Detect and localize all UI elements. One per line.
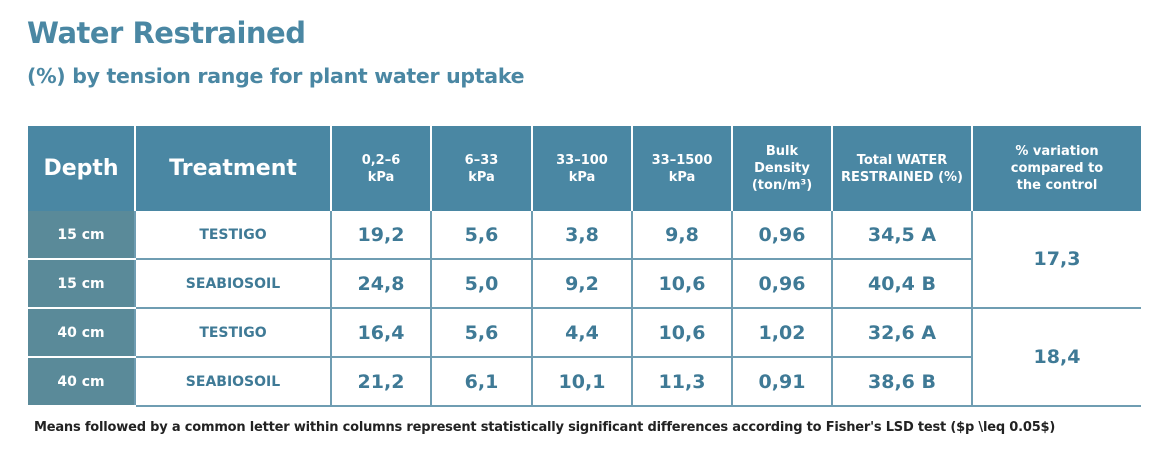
header-row: Depth Treatment 0,2–6 kPa 6–33 kPa 33–10… (28, 126, 1141, 211)
value-33-100kpa: 9,2 (531, 259, 633, 309)
bulk-density-cell: 1,02 (731, 308, 833, 358)
value-6-33kpa: 5,6 (430, 308, 533, 358)
value-33-1500kpa: 9,8 (631, 211, 733, 260)
variation-cell: 17,3 (971, 211, 1141, 309)
header-variation: % variation compared to the control (971, 126, 1141, 211)
value-33-1500kpa: 10,6 (631, 259, 733, 309)
value-0-2-6kpa: 21,2 (330, 357, 432, 407)
value-33-100kpa: 4,4 (531, 308, 633, 358)
total-water-cell: 40,4 B (831, 259, 972, 309)
header-33-100kpa: 33–100 kPa (531, 126, 632, 211)
footnote: Means followed by a common letter within… (34, 420, 1056, 435)
value-0-2-6kpa: 16,4 (330, 308, 432, 358)
table-row: 15 cm SEABIOSOIL 24,8 5,0 9,2 10,6 0,96 40,4 B (28, 259, 1141, 309)
header-depth: Depth (28, 126, 135, 211)
bulk-density-cell: 0,96 (731, 211, 833, 260)
value-6-33kpa: 5,6 (430, 211, 533, 260)
depth-cell: 40 cm (28, 308, 135, 358)
value-6-33kpa: 5,0 (430, 259, 533, 309)
header-bulk-density: Bulk Density (ton/m³) (731, 126, 832, 211)
total-water-cell: 32,6 A (831, 308, 973, 358)
value-6-33kpa: 6,1 (430, 357, 533, 407)
header-0-2-6kpa: 0,2–6 kPa (330, 126, 431, 211)
total-water-cell: 38,6 B (831, 357, 972, 407)
variation-cell: 18,4 (971, 308, 1141, 407)
page-subtitle: (%) by tension range for plant water upt… (27, 64, 525, 88)
total-water-cell: 34,5 A (831, 211, 973, 260)
table-row: 15 cm TESTIGO 19,2 5,6 3,8 9,8 0,96 34,5 A 17,3 (28, 211, 1141, 309)
treatment-cell: TESTIGO (134, 308, 332, 358)
table-row: 40 cm SEABIOSOIL 21,2 6,1 10,1 11,3 0,91 38,6 B (28, 357, 1141, 407)
value-33-100kpa: 3,8 (531, 211, 633, 260)
value-33-1500kpa: 10,6 (631, 308, 733, 358)
header-total-water: Total WATER RESTRAINED (%) (831, 126, 972, 211)
depth-cell: 15 cm (28, 211, 135, 260)
depth-cell: 40 cm (28, 357, 135, 407)
header-33-1500kpa: 33–1500 kPa (631, 126, 732, 211)
treatment-cell: TESTIGO (134, 211, 332, 260)
bulk-density-cell: 0,96 (731, 259, 833, 309)
treatment-cell: SEABIOSOIL (134, 357, 332, 407)
bulk-density-cell: 0,91 (731, 357, 833, 407)
value-33-1500kpa: 11,3 (631, 357, 733, 407)
value-0-2-6kpa: 24,8 (330, 259, 432, 309)
value-0-2-6kpa: 19,2 (330, 211, 432, 260)
treatment-cell: SEABIOSOIL (134, 259, 332, 309)
depth-cell: 15 cm (28, 259, 135, 309)
header-treatment: Treatment (134, 126, 331, 211)
header-6-33kpa: 6–33 kPa (430, 126, 532, 211)
table-row: 40 cm TESTIGO 16,4 5,6 4,4 10,6 1,02 32,6 A 18,4 (28, 308, 1141, 407)
value-33-100kpa: 10,1 (531, 357, 633, 407)
page-title: Water Restrained (27, 16, 306, 50)
water-table: Depth Treatment 0,2–6 kPa 6–33 kPa 33–10… (28, 126, 1141, 407)
